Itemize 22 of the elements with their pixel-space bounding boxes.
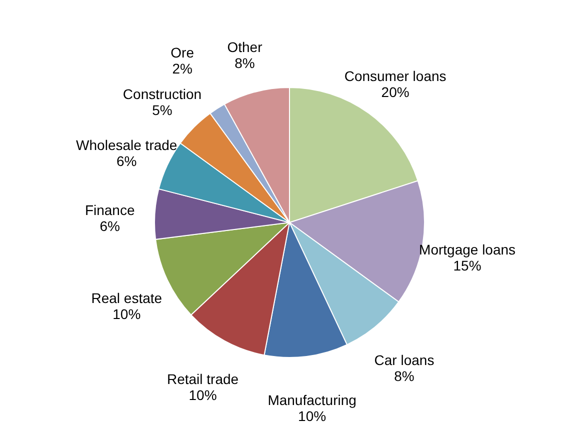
slice-label: Real estate [91,290,162,306]
slice-label: Mortgage loans [419,242,516,258]
data-label: 8% [234,55,255,72]
slice-label: Consumer loans [344,68,446,84]
data-label: 20% [381,84,410,100]
data-label: 5% [152,102,172,118]
data-label: 10% [298,408,326,424]
slice-label: Ore [170,44,194,61]
data-label: 6% [100,218,120,234]
slice-label: Wholesale trade [76,136,178,153]
slice-label: Retail trade [166,371,239,388]
data-label: 15% [453,258,482,274]
slice-label: Finance [84,202,135,218]
data-label: 6% [116,152,137,169]
data-label: 8% [394,368,414,384]
slice-label: Other [227,39,263,56]
slice-label: Manufacturing [268,392,356,408]
slice-label: Car loans [374,352,434,368]
slice-label: Construction [122,86,202,102]
data-label: 10% [112,306,141,322]
data-label: 2% [172,60,192,77]
data-label: 10% [188,387,217,404]
